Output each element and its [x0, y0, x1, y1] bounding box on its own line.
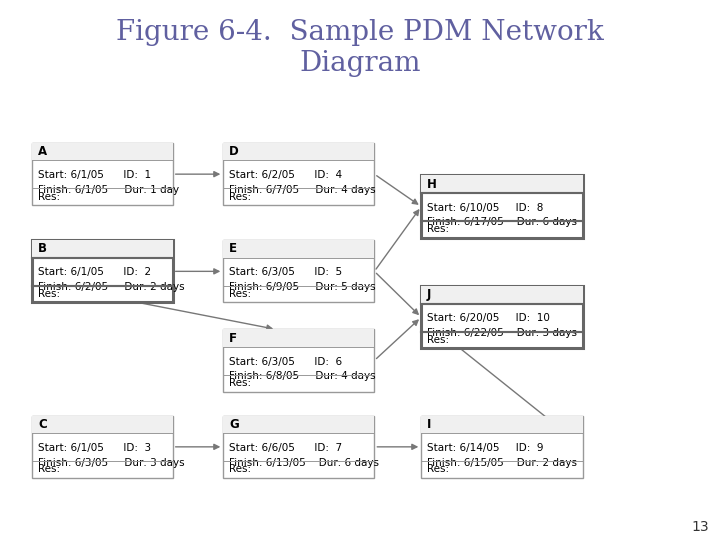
Bar — [32, 240, 173, 258]
Bar — [32, 240, 173, 302]
Bar — [223, 329, 374, 392]
Text: Finish: 6/8/05     Dur: 4 days: Finish: 6/8/05 Dur: 4 days — [229, 372, 376, 381]
Text: Finish: 6/7/05     Dur: 4 days: Finish: 6/7/05 Dur: 4 days — [229, 185, 376, 195]
Text: Start: 6/1/05      ID:  1: Start: 6/1/05 ID: 1 — [38, 170, 151, 180]
Text: A: A — [38, 145, 48, 158]
Bar — [32, 416, 173, 433]
Bar — [421, 416, 583, 478]
Text: Res:: Res: — [38, 289, 60, 299]
Text: Finish: 6/3/05     Dur: 3 days: Finish: 6/3/05 Dur: 3 days — [38, 458, 185, 468]
Text: D: D — [229, 145, 239, 158]
Bar — [223, 143, 374, 205]
Bar — [421, 286, 583, 348]
Text: Finish: 6/15/05    Dur: 2 days: Finish: 6/15/05 Dur: 2 days — [427, 458, 577, 468]
Text: Start: 6/20/05     ID:  10: Start: 6/20/05 ID: 10 — [427, 313, 550, 323]
Bar — [223, 240, 374, 302]
Text: G: G — [229, 418, 239, 431]
Text: C: C — [38, 418, 47, 431]
Text: Res:: Res: — [427, 464, 449, 474]
Bar — [223, 329, 374, 347]
Text: Res:: Res: — [38, 464, 60, 474]
Text: Res:: Res: — [229, 192, 251, 201]
Text: Res:: Res: — [229, 378, 251, 388]
Text: J: J — [427, 288, 431, 301]
Text: Start: 6/1/05      ID:  3: Start: 6/1/05 ID: 3 — [38, 443, 151, 453]
Bar — [223, 416, 374, 433]
Text: 13: 13 — [692, 519, 709, 534]
Text: H: H — [427, 178, 437, 191]
Text: Start: 6/1/05      ID:  2: Start: 6/1/05 ID: 2 — [38, 267, 151, 278]
Text: Start: 6/6/05      ID:  7: Start: 6/6/05 ID: 7 — [229, 443, 342, 453]
Text: Finish: 6/13/05    Dur: 6 days: Finish: 6/13/05 Dur: 6 days — [229, 458, 379, 468]
Bar — [421, 286, 583, 303]
Bar — [32, 143, 173, 205]
Text: Finish: 6/1/05     Dur: 1 day: Finish: 6/1/05 Dur: 1 day — [38, 185, 179, 195]
Text: Finish: 6/17/05    Dur: 6 days: Finish: 6/17/05 Dur: 6 days — [427, 218, 577, 227]
Text: Start: 6/3/05      ID:  5: Start: 6/3/05 ID: 5 — [229, 267, 342, 278]
Bar — [421, 416, 583, 433]
Text: Start: 6/10/05     ID:  8: Start: 6/10/05 ID: 8 — [427, 202, 544, 213]
Text: B: B — [38, 242, 48, 255]
Text: Res:: Res: — [427, 224, 449, 234]
Bar — [223, 143, 374, 160]
Text: Finish: 6/9/05     Dur: 5 days: Finish: 6/9/05 Dur: 5 days — [229, 282, 376, 292]
Text: Finish: 6/22/05    Dur: 3 days: Finish: 6/22/05 Dur: 3 days — [427, 328, 577, 338]
Text: F: F — [229, 332, 237, 345]
Bar — [32, 416, 173, 478]
Text: Start: 6/2/05      ID:  4: Start: 6/2/05 ID: 4 — [229, 170, 342, 180]
Text: Start: 6/14/05     ID:  9: Start: 6/14/05 ID: 9 — [427, 443, 544, 453]
Text: Figure 6-4.  Sample PDM Network
Diagram: Figure 6-4. Sample PDM Network Diagram — [116, 19, 604, 77]
Text: Res:: Res: — [229, 464, 251, 474]
Text: Res:: Res: — [229, 289, 251, 299]
Text: Res:: Res: — [38, 192, 60, 201]
Text: Finish: 6/2/05     Dur: 2 days: Finish: 6/2/05 Dur: 2 days — [38, 282, 185, 292]
Text: I: I — [427, 418, 431, 431]
Bar — [421, 176, 583, 238]
Bar — [223, 240, 374, 258]
Bar — [421, 176, 583, 193]
Text: Res:: Res: — [427, 335, 449, 345]
Text: E: E — [229, 242, 237, 255]
Bar — [223, 416, 374, 478]
Text: Start: 6/3/05      ID:  6: Start: 6/3/05 ID: 6 — [229, 356, 342, 367]
Bar — [32, 143, 173, 160]
